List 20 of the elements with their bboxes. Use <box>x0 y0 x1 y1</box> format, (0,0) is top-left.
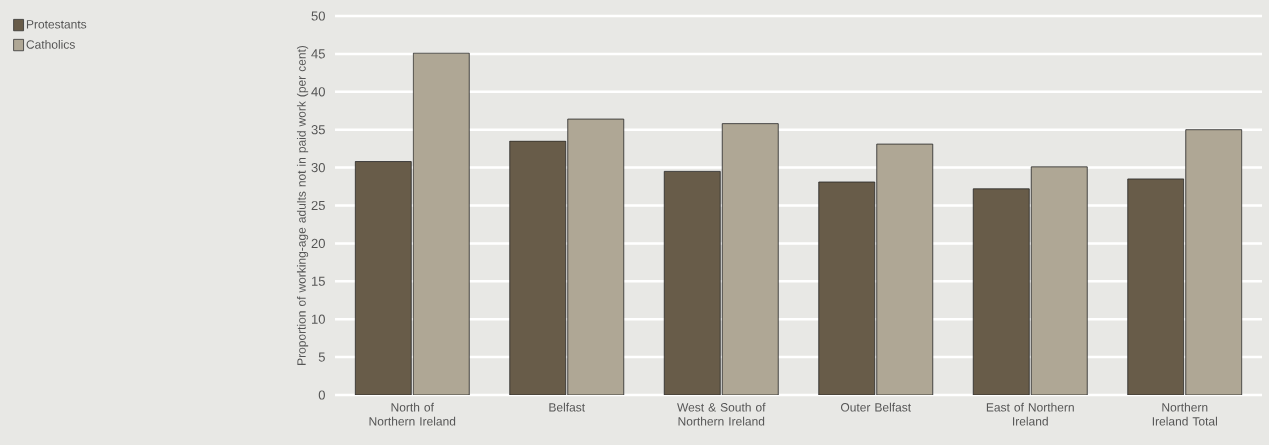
y-tick-label: 40 <box>311 87 325 97</box>
y-axis-title: Proportion of working-age adults not in paid work (per cent) <box>296 45 309 365</box>
y-tick-label: 45 <box>311 49 325 59</box>
y-tick-label: 50 <box>311 11 325 21</box>
y-tick-label: 0 <box>318 390 325 400</box>
x-tick-label: Belfast <box>549 402 585 412</box>
legend-label: Protestants <box>26 20 87 29</box>
x-tick-label: West & South of Northern Ireland <box>677 402 766 426</box>
y-tick-label: 15 <box>312 276 325 286</box>
x-tick-label: Northern Ireland Total <box>1152 402 1217 426</box>
y-tick-label: 5 <box>318 352 325 362</box>
y-tick-label: 25 <box>311 200 325 211</box>
x-tick-label: Outer Belfast <box>840 402 912 412</box>
x-tick-label: North of Northern Ireland <box>369 402 456 426</box>
y-tick-label: 35 <box>311 125 325 135</box>
y-tick-label: 10 <box>312 314 325 324</box>
legend-label: Catholics <box>26 39 75 49</box>
x-tick-label: East of Northern Ireland <box>986 402 1074 426</box>
y-tick-label: 20 <box>311 238 325 248</box>
y-tick-label: 30 <box>311 162 325 173</box>
